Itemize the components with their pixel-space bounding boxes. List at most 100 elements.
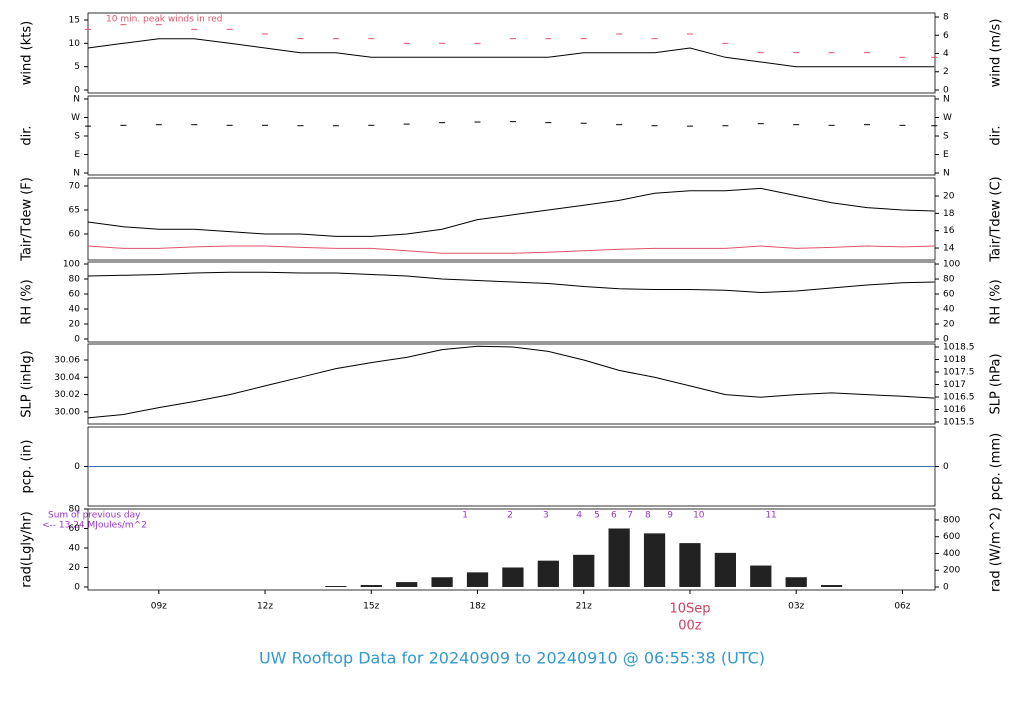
- bar: [360, 585, 382, 587]
- y2-tick-label: 4: [943, 49, 949, 59]
- bar: [396, 582, 418, 587]
- panel-frame: [87, 508, 936, 591]
- y-tick-label: 0: [74, 86, 80, 96]
- y-axis-label: Tair/Tdew (F): [20, 177, 35, 262]
- bar: [820, 585, 843, 587]
- x-tick-label: 00z: [678, 619, 702, 634]
- panel-frame: [87, 12, 936, 94]
- y2-tick-label: 600: [943, 532, 960, 542]
- y-axis-label: rad(Lgly/hr): [20, 511, 35, 587]
- y2-tick-label: 60: [943, 290, 955, 300]
- y2-tick-label: E: [943, 150, 949, 160]
- x-tick-label: 09z: [151, 602, 167, 612]
- y-tick-label: E: [74, 150, 80, 160]
- panel-frame: [87, 95, 936, 176]
- y2-tick-label: 1017.5: [943, 368, 975, 378]
- date-label: 10Sep: [669, 602, 710, 617]
- x-tick-label: 03z: [788, 602, 804, 612]
- y2-tick-label: S: [943, 132, 949, 142]
- y-tick-label: 65: [69, 206, 80, 216]
- y2-axis-label: pcp. (mm): [989, 433, 1004, 500]
- panel-frame: [87, 343, 936, 425]
- y-tick-label: 0: [74, 462, 80, 472]
- y2-tick-label: N: [943, 95, 950, 105]
- bar: [537, 560, 559, 587]
- hour-label: 11: [765, 511, 776, 521]
- bar: [785, 577, 807, 587]
- y-tick-label: 5: [74, 62, 80, 72]
- y-tick-label: 20: [69, 563, 81, 573]
- y2-tick-label: 200: [943, 566, 960, 576]
- panel-frame: [87, 177, 936, 261]
- y2-tick-label: 1017: [943, 380, 966, 390]
- hour-label: 4: [576, 511, 582, 521]
- y2-axis-label: Tair/Tdew (C): [989, 176, 1004, 262]
- annotation: <-- 13.24 MJoules/m^2: [42, 521, 147, 531]
- y-tick-label: N: [73, 95, 80, 105]
- y-axis-label: pcp. (in): [20, 440, 35, 494]
- y2-tick-label: 6: [943, 31, 949, 41]
- data-line: [87, 245, 935, 254]
- bar: [714, 552, 736, 587]
- y-tick-label: 30.06: [54, 356, 80, 366]
- y2-tick-label: 0: [943, 583, 949, 593]
- y-axis-label: wind (kts): [20, 21, 35, 85]
- x-tick-label: 21z: [576, 602, 592, 612]
- bar: [573, 554, 595, 587]
- y2-axis-label: rad (W/m^2): [989, 507, 1004, 592]
- y-tick-label: 60: [69, 524, 81, 534]
- hour-label: 1: [462, 511, 468, 521]
- annotation: 10 min. peak winds in red: [106, 15, 223, 25]
- bar: [679, 543, 701, 587]
- data-line: [87, 271, 935, 294]
- x-tick-label: 18z: [469, 602, 485, 612]
- y-tick-label: 20: [69, 320, 81, 330]
- y2-tick-label: N: [943, 169, 950, 179]
- y2-tick-label: 1016.5: [943, 393, 975, 403]
- y2-axis-label: dir.: [989, 125, 1004, 145]
- y2-tick-label: 0: [943, 335, 949, 345]
- y-tick-label: 80: [69, 505, 81, 515]
- annotation: Sum of previous day: [48, 511, 141, 521]
- y-tick-label: 30.04: [54, 373, 80, 383]
- y2-tick-label: 100: [943, 260, 960, 270]
- x-tick-label: 06z: [894, 602, 910, 612]
- y2-tick-label: 1018: [943, 355, 966, 365]
- hour-label: 7: [627, 511, 633, 521]
- y2-tick-label: 400: [943, 549, 960, 559]
- y2-tick-label: 20: [943, 192, 955, 202]
- hour-label: 6: [611, 511, 617, 521]
- y2-tick-label: 0: [943, 462, 949, 472]
- x-tick-label: 12z: [257, 602, 273, 612]
- hour-label: 5: [594, 511, 600, 521]
- y2-axis-label: SLP (hPa): [989, 353, 1004, 414]
- y-tick-label: 40: [69, 543, 81, 553]
- hour-label: 9: [667, 511, 673, 521]
- y2-tick-label: 0: [943, 85, 949, 95]
- hour-label: 2: [507, 511, 513, 521]
- hour-label: 8: [645, 511, 651, 521]
- y2-tick-label: 40: [943, 305, 955, 315]
- y2-tick-label: 16: [943, 226, 955, 236]
- y-tick-label: 0: [74, 582, 80, 592]
- y2-tick-label: 14: [943, 244, 955, 254]
- y-axis-label: SLP (inHg): [20, 350, 35, 418]
- y2-tick-label: 1015.5: [943, 418, 975, 428]
- y-tick-label: 30.02: [54, 390, 80, 400]
- y2-tick-label: 1018.5: [943, 343, 975, 353]
- y2-axis-label: wind (m/s): [989, 19, 1004, 88]
- y-tick-label: 80: [69, 275, 81, 285]
- y-tick-label: W: [71, 113, 80, 123]
- y-tick-label: 60: [69, 290, 81, 300]
- y-tick-label: 60: [69, 229, 81, 239]
- data-line: [87, 38, 935, 68]
- y2-tick-label: W: [943, 113, 952, 123]
- panel-frame: [87, 261, 936, 343]
- y2-tick-label: 8: [943, 13, 949, 23]
- y-tick-label: 30.00: [54, 407, 80, 417]
- y2-tick-label: 18: [943, 209, 955, 219]
- y2-tick-label: 1016: [943, 405, 966, 415]
- bar: [750, 565, 772, 587]
- y2-tick-label: 20: [943, 320, 955, 330]
- bar: [608, 528, 630, 587]
